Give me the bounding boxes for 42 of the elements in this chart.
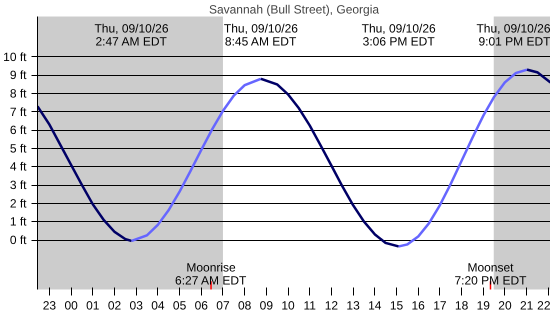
x-tick-label: 18 [454, 298, 469, 312]
x-tick-label: 14 [368, 298, 382, 312]
annotation: Thu, 09/10/26 2:47 AM EDT [94, 21, 169, 49]
x-tick-label: 02 [108, 298, 122, 312]
y-tick-label: 4 ft [10, 160, 28, 174]
x-tick-label: 03 [130, 298, 144, 312]
y-tick-label: 1 ft [10, 214, 28, 229]
y-tick-label: 2 ft [10, 196, 28, 210]
x-tick-label: 09 [260, 298, 274, 312]
x-tick-label: 12 [324, 298, 338, 312]
x-tick-label: 19 [476, 298, 490, 312]
x-tick-label: 23 [42, 298, 56, 312]
x-tick-label: 01 [86, 298, 100, 312]
x-tick-label: 20 [498, 298, 512, 312]
x-tick-label: 00 [64, 298, 78, 312]
x-tick-label: 17 [433, 298, 447, 312]
y-tick-label: 10 ft [3, 50, 28, 64]
x-tick-label: 05 [172, 298, 187, 312]
y-tick-label: 0 ft [10, 233, 28, 248]
y-tick-label: 8 ft [10, 86, 28, 100]
x-tick-label: 08 [238, 298, 252, 312]
x-tick-label: 04 [151, 298, 165, 312]
annotation: Thu, 09/10/26 9:01 PM EDT [476, 21, 550, 49]
y-tick-label: 3 ft [10, 178, 28, 192]
x-tick-label: 10 [281, 298, 296, 312]
ref-line-label: Moonrise 6:27 AM EDT [175, 260, 248, 288]
chart-title: Savannah (Bull Street), Georgia [208, 2, 380, 16]
x-tick-label: 16 [412, 298, 426, 312]
x-tick-label: 15 [390, 298, 404, 312]
y-tick-label: 7 ft [10, 104, 28, 119]
annotation: Thu, 09/10/26 3:06 PM EDT [362, 21, 436, 49]
x-tick-label: 06 [194, 298, 208, 312]
y-tick-label: 5 ft [10, 141, 28, 156]
x-tick-label: 21 [520, 298, 534, 312]
x-tick-label: 11 [304, 298, 316, 312]
y-tick-label: 6 ft [10, 123, 28, 138]
x-tick-label: 13 [346, 298, 360, 312]
ref-line-label: Moonset 7:20 PM EDT [454, 260, 528, 288]
y-tick-label: 9 ft [10, 68, 28, 82]
annotation: Thu, 09/10/26 8:45 AM EDT [224, 21, 298, 49]
x-tick-label: 07 [216, 298, 230, 312]
x-tick-label: 22 [537, 298, 550, 312]
